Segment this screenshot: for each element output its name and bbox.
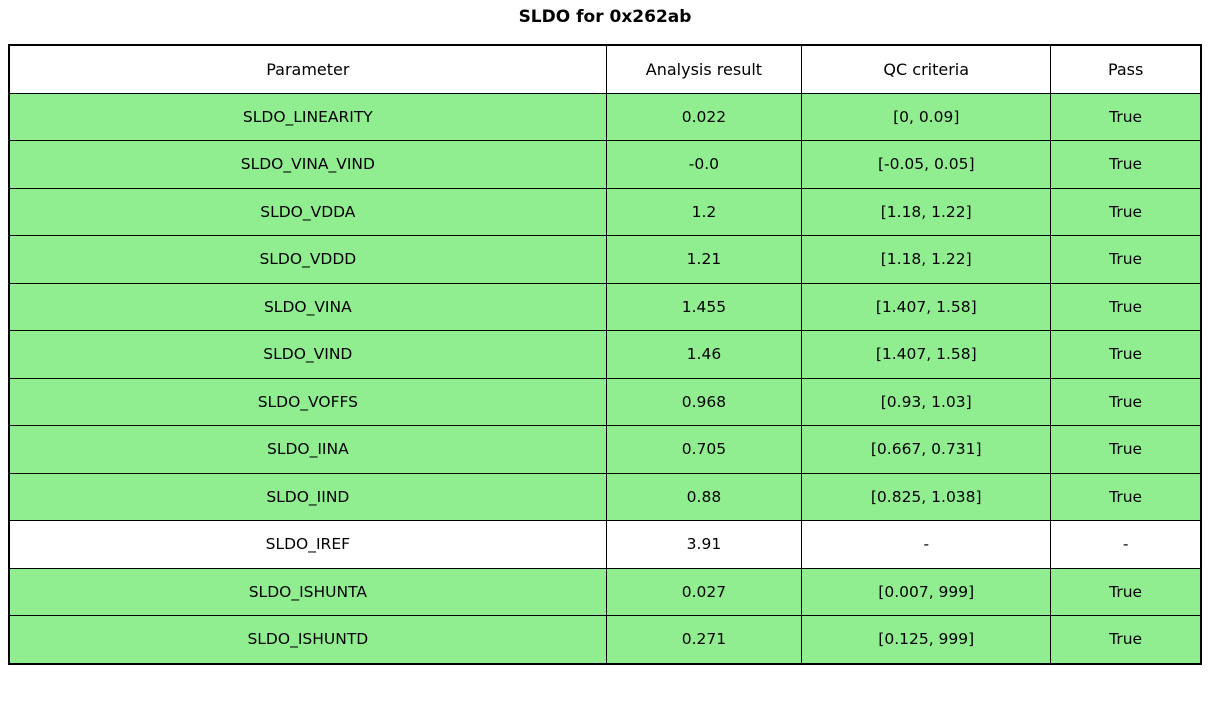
table-row: SLDO_IIND 0.88 [0.825, 1.038] True [8,472,1202,521]
cell-qc-criteria: [1.18, 1.22] [801,187,1052,236]
cell-qc-criteria: [0.93, 1.03] [801,377,1052,426]
cell-analysis-result: 0.968 [605,377,803,426]
header-analysis-result: Analysis result [605,44,803,94]
cell-qc-criteria: [1.407, 1.58] [801,330,1052,379]
table-row: SLDO_VIND 1.46 [1.407, 1.58] True [8,330,1202,379]
header-row: Parameter Analysis result QC criteria Pa… [8,44,1202,94]
cell-parameter: SLDO_VIND [8,330,607,379]
cell-parameter: SLDO_IINA [8,425,607,474]
header-pass: Pass [1050,44,1202,94]
table-row: SLDO_ISHUNTD 0.271 [0.125, 999] True [8,615,1202,664]
header-parameter: Parameter [8,44,607,94]
cell-analysis-result: 1.2 [605,187,803,236]
cell-parameter: SLDO_IIND [8,472,607,521]
cell-analysis-result: 1.46 [605,330,803,379]
cell-parameter: SLDO_ISHUNTD [8,615,607,664]
table-row: SLDO_VINA 1.455 [1.407, 1.58] True [8,282,1202,331]
cell-pass: True [1050,615,1202,664]
cell-qc-criteria: [0.825, 1.038] [801,472,1052,521]
table-row: SLDO_VOFFS 0.968 [0.93, 1.03] True [8,377,1202,426]
qc-results-table: Parameter Analysis result QC criteria Pa… [8,44,1202,665]
table-row: SLDO_VINA_VIND -0.0 [-0.05, 0.05] True [8,140,1202,189]
cell-parameter: SLDO_ISHUNTA [8,567,607,616]
cell-parameter: SLDO_IREF [8,520,607,569]
cell-parameter: SLDO_LINEARITY [8,92,607,141]
cell-parameter: SLDO_VINA [8,282,607,331]
table-row: SLDO_VDDD 1.21 [1.18, 1.22] True [8,235,1202,284]
cell-parameter: SLDO_VDDA [8,187,607,236]
cell-analysis-result: 3.91 [605,520,803,569]
cell-analysis-result: 1.455 [605,282,803,331]
table-row: SLDO_VDDA 1.2 [1.18, 1.22] True [8,187,1202,236]
cell-analysis-result: 0.027 [605,567,803,616]
cell-pass: True [1050,330,1202,379]
table-row: SLDO_ISHUNTA 0.027 [0.007, 999] True [8,567,1202,616]
cell-qc-criteria: [0, 0.09] [801,92,1052,141]
cell-qc-criteria: [-0.05, 0.05] [801,140,1052,189]
cell-pass: True [1050,567,1202,616]
cell-pass: True [1050,92,1202,141]
cell-parameter: SLDO_VOFFS [8,377,607,426]
table-body: SLDO_LINEARITY 0.022 [0, 0.09] True SLDO_VIN… [8,92,1202,664]
cell-pass: True [1050,282,1202,331]
table-row: SLDO_LINEARITY 0.022 [0, 0.09] True [8,92,1202,141]
cell-analysis-result: 0.022 [605,92,803,141]
cell-qc-criteria: [1.18, 1.22] [801,235,1052,284]
cell-analysis-result: 0.271 [605,615,803,664]
cell-analysis-result: 1.21 [605,235,803,284]
cell-parameter: SLDO_VINA_VIND [8,140,607,189]
cell-qc-criteria: [0.007, 999] [801,567,1052,616]
cell-pass: True [1050,235,1202,284]
table-row: SLDO_IREF 3.91- - [8,520,1202,569]
cell-pass: True [1050,140,1202,189]
cell-pass: True [1050,187,1202,236]
cell-parameter: SLDO_VDDD [8,235,607,284]
header-qc-criteria: QC criteria [801,44,1052,94]
cell-pass: - [1050,520,1202,569]
cell-qc-criteria: [0.667, 0.731] [801,425,1052,474]
cell-pass: True [1050,472,1202,521]
cell-qc-criteria: - [801,520,1052,569]
figure-title: SLDO for 0x262ab [518,7,692,27]
cell-analysis-result: -0.0 [605,140,803,189]
cell-pass: True [1050,425,1202,474]
cell-qc-criteria: [0.125, 999] [801,615,1052,664]
cell-analysis-result: 0.88 [605,472,803,521]
cell-analysis-result: 0.705 [605,425,803,474]
table-row: SLDO_IINA 0.705 [0.667, 0.731] True [8,425,1202,474]
cell-pass: True [1050,377,1202,426]
cell-qc-criteria: [1.407, 1.58] [801,282,1052,331]
